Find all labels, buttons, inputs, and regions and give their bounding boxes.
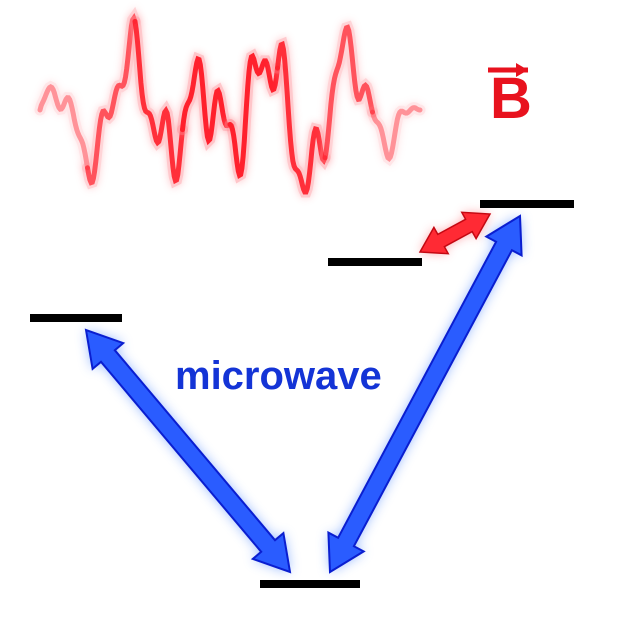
red-coupling-arrow [420,212,490,253]
microwave-label: microwave [175,354,382,399]
diagram-stage: microwave B [0,0,624,624]
svg-text:B: B [490,66,532,131]
